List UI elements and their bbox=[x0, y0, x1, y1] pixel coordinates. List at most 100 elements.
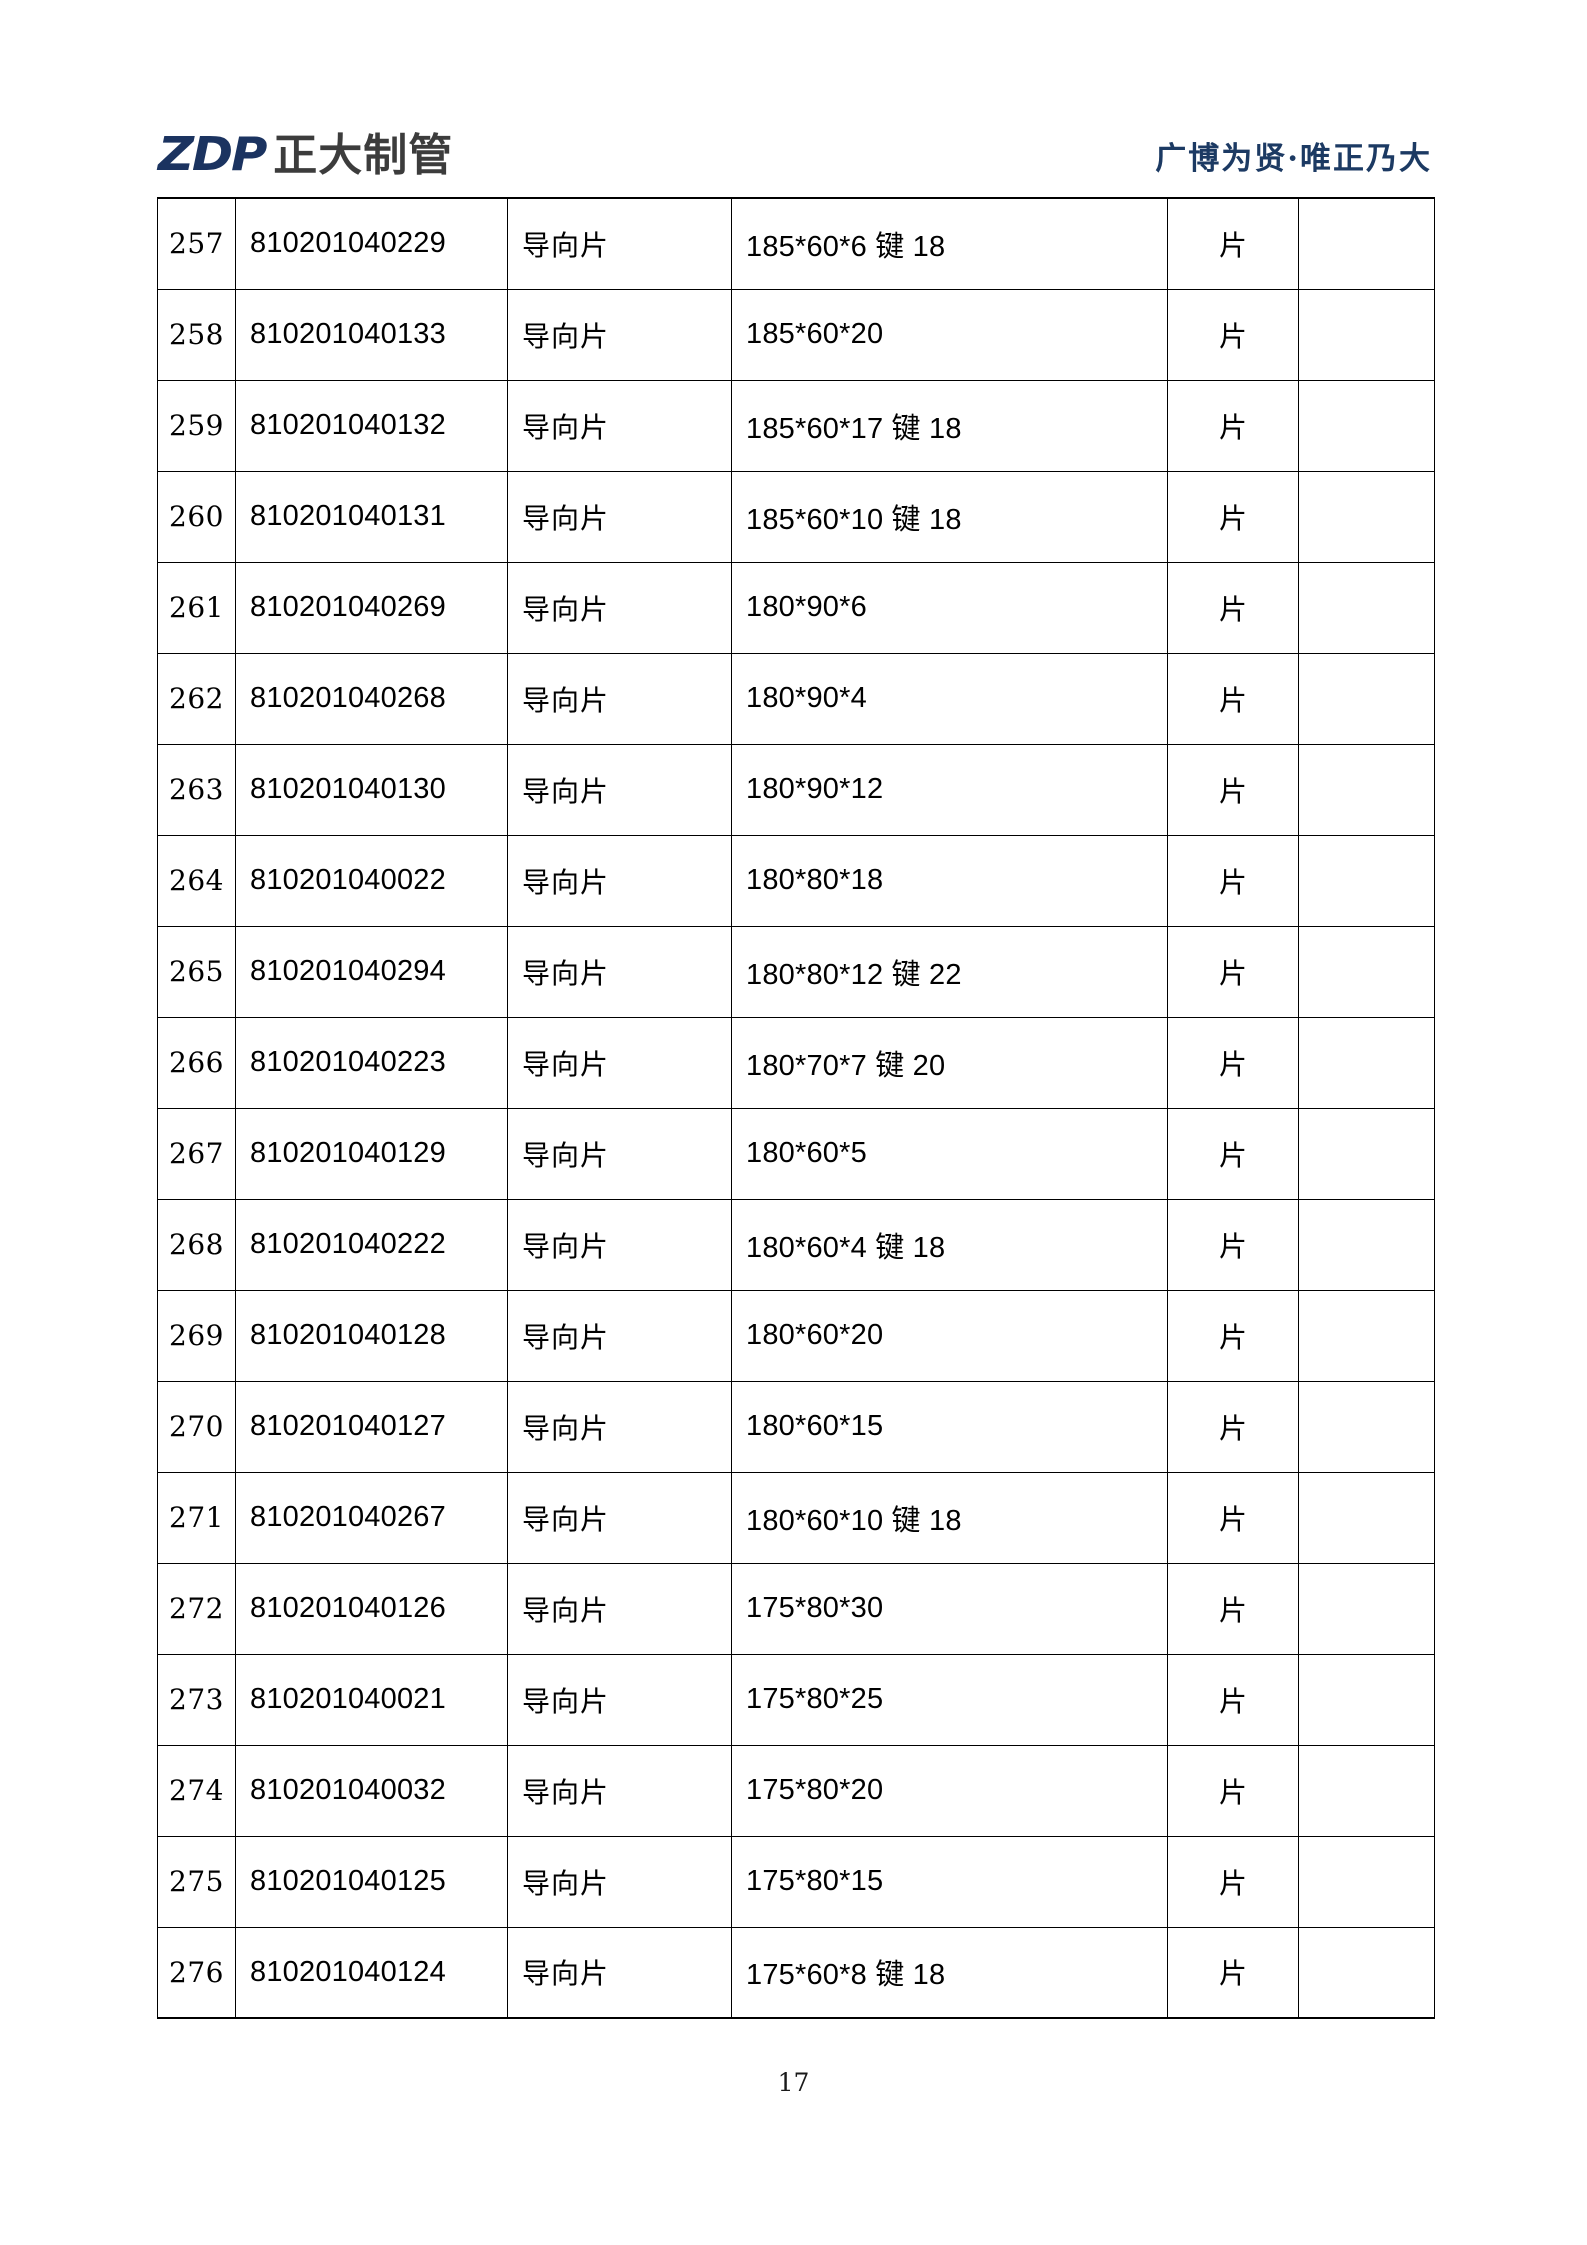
unit-cell: 片 bbox=[1167, 1471, 1299, 1564]
part-name-cell: 导向片 bbox=[507, 379, 732, 472]
part-name-cell: 导向片 bbox=[507, 1653, 732, 1746]
table-row: 271 810201040267 导向片 180*60*10 键 18 片 bbox=[157, 1471, 1435, 1564]
specification-cell: 180*80*18 bbox=[731, 834, 1168, 927]
part-name-cell: 导向片 bbox=[507, 925, 732, 1018]
unit-cell: 片 bbox=[1167, 470, 1299, 563]
specification-cell: 175*60*8 键 18 bbox=[731, 1926, 1168, 2019]
table-row: 260 810201040131 导向片 185*60*10 键 18 片 bbox=[157, 470, 1435, 563]
table-row: 270 810201040127 导向片 180*60*15 片 bbox=[157, 1380, 1435, 1473]
row-index-cell: 276 bbox=[157, 1926, 236, 2019]
specification-cell: 180*70*7 键 20 bbox=[731, 1016, 1168, 1109]
material-code-cell: 810201040267 bbox=[235, 1471, 508, 1564]
unit-cell: 片 bbox=[1167, 1107, 1299, 1200]
specification-cell: 180*60*15 bbox=[731, 1380, 1168, 1473]
unit-cell: 片 bbox=[1167, 1653, 1299, 1746]
specification-cell: 180*60*5 bbox=[731, 1107, 1168, 1200]
specification-cell: 185*60*17 键 18 bbox=[731, 379, 1168, 472]
specification-cell: 175*80*25 bbox=[731, 1653, 1168, 1746]
row-index-cell: 267 bbox=[157, 1107, 236, 1200]
table-row: 269 810201040128 导向片 180*60*20 片 bbox=[157, 1289, 1435, 1382]
row-index-cell: 270 bbox=[157, 1380, 236, 1473]
specification-cell: 175*80*15 bbox=[731, 1835, 1168, 1928]
remarks-cell bbox=[1298, 1380, 1435, 1473]
specification-cell: 180*90*12 bbox=[731, 743, 1168, 836]
material-code-cell: 810201040126 bbox=[235, 1562, 508, 1655]
part-name-cell: 导向片 bbox=[507, 470, 732, 563]
material-code-cell: 810201040129 bbox=[235, 1107, 508, 1200]
material-code-cell: 810201040022 bbox=[235, 834, 508, 927]
table-row: 272 810201040126 导向片 175*80*30 片 bbox=[157, 1562, 1435, 1655]
page-header: ZDP 正大制管 广博为贤·唯正乃大 bbox=[0, 108, 1587, 178]
remarks-cell bbox=[1298, 1835, 1435, 1928]
specification-cell: 180*90*4 bbox=[731, 652, 1168, 745]
specification-cell: 185*60*20 bbox=[731, 288, 1168, 381]
row-index-cell: 258 bbox=[157, 288, 236, 381]
material-code-cell: 810201040124 bbox=[235, 1926, 508, 2019]
remarks-cell bbox=[1298, 1289, 1435, 1382]
unit-cell: 片 bbox=[1167, 834, 1299, 927]
row-index-cell: 261 bbox=[157, 561, 236, 654]
row-index-cell: 275 bbox=[157, 1835, 236, 1928]
part-name-cell: 导向片 bbox=[507, 1562, 732, 1655]
zdp-logo-mark: ZDP bbox=[158, 127, 267, 181]
table-row: 273 810201040021 导向片 175*80*25 片 bbox=[157, 1653, 1435, 1746]
row-index-cell: 263 bbox=[157, 743, 236, 836]
remarks-cell bbox=[1298, 197, 1435, 290]
part-name-cell: 导向片 bbox=[507, 1744, 732, 1837]
material-code-cell: 810201040127 bbox=[235, 1380, 508, 1473]
material-code-cell: 810201040294 bbox=[235, 925, 508, 1018]
unit-cell: 片 bbox=[1167, 561, 1299, 654]
part-name-cell: 导向片 bbox=[507, 1289, 732, 1382]
remarks-cell bbox=[1298, 1653, 1435, 1746]
remarks-cell bbox=[1298, 1016, 1435, 1109]
unit-cell: 片 bbox=[1167, 1016, 1299, 1109]
part-name-cell: 导向片 bbox=[507, 652, 732, 745]
row-index-cell: 268 bbox=[157, 1198, 236, 1291]
table-row: 259 810201040132 导向片 185*60*17 键 18 片 bbox=[157, 379, 1435, 472]
table-row: 262 810201040268 导向片 180*90*4 片 bbox=[157, 652, 1435, 745]
row-index-cell: 274 bbox=[157, 1744, 236, 1837]
row-index-cell: 273 bbox=[157, 1653, 236, 1746]
material-code-cell: 810201040269 bbox=[235, 561, 508, 654]
part-name-cell: 导向片 bbox=[507, 743, 732, 836]
table-row: 257 810201040229 导向片 185*60*6 键 18 片 bbox=[157, 197, 1435, 290]
table-row: 275 810201040125 导向片 175*80*15 片 bbox=[157, 1835, 1435, 1928]
unit-cell: 片 bbox=[1167, 1926, 1299, 2019]
unit-cell: 片 bbox=[1167, 379, 1299, 472]
remarks-cell bbox=[1298, 1562, 1435, 1655]
part-name-cell: 导向片 bbox=[507, 834, 732, 927]
material-code-cell: 810201040125 bbox=[235, 1835, 508, 1928]
specification-cell: 180*60*20 bbox=[731, 1289, 1168, 1382]
remarks-cell bbox=[1298, 743, 1435, 836]
row-index-cell: 259 bbox=[157, 379, 236, 472]
part-name-cell: 导向片 bbox=[507, 197, 732, 290]
part-name-cell: 导向片 bbox=[507, 561, 732, 654]
specification-cell: 180*80*12 键 22 bbox=[731, 925, 1168, 1018]
part-name-cell: 导向片 bbox=[507, 288, 732, 381]
table-row: 263 810201040130 导向片 180*90*12 片 bbox=[157, 743, 1435, 836]
specification-cell: 175*80*30 bbox=[731, 1562, 1168, 1655]
table-row: 276 810201040124 导向片 175*60*8 键 18 片 bbox=[157, 1926, 1435, 2019]
row-index-cell: 260 bbox=[157, 470, 236, 563]
row-index-cell: 262 bbox=[157, 652, 236, 745]
remarks-cell bbox=[1298, 1471, 1435, 1564]
material-code-cell: 810201040021 bbox=[235, 1653, 508, 1746]
specification-cell: 185*60*10 键 18 bbox=[731, 470, 1168, 563]
row-index-cell: 264 bbox=[157, 834, 236, 927]
table-row: 265 810201040294 导向片 180*80*12 键 22 片 bbox=[157, 925, 1435, 1018]
part-name-cell: 导向片 bbox=[507, 1835, 732, 1928]
unit-cell: 片 bbox=[1167, 1562, 1299, 1655]
row-index-cell: 269 bbox=[157, 1289, 236, 1382]
material-code-cell: 810201040132 bbox=[235, 379, 508, 472]
company-logo: ZDP 正大制管 bbox=[158, 131, 453, 178]
parts-table: 257 810201040229 导向片 185*60*6 键 18 片 258 81020… bbox=[157, 197, 1435, 2019]
unit-cell: 片 bbox=[1167, 652, 1299, 745]
part-name-cell: 导向片 bbox=[507, 1107, 732, 1200]
unit-cell: 片 bbox=[1167, 288, 1299, 381]
material-code-cell: 810201040222 bbox=[235, 1198, 508, 1291]
row-index-cell: 272 bbox=[157, 1562, 236, 1655]
parts-table-container: 257 810201040229 导向片 185*60*6 键 18 片 258 81020… bbox=[157, 197, 1435, 2019]
material-code-cell: 810201040032 bbox=[235, 1744, 508, 1837]
company-slogan: 广博为贤·唯正乃大 bbox=[1155, 141, 1432, 177]
